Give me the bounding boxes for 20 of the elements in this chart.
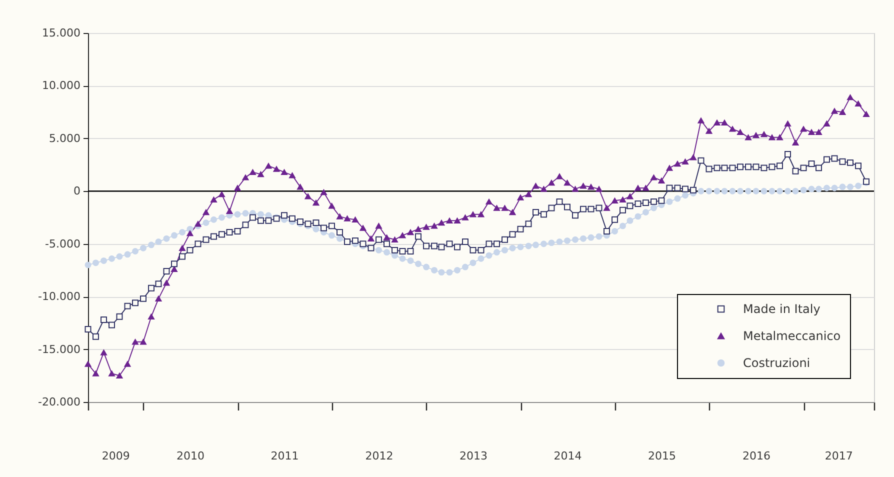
y-tick-label: -10.000 bbox=[38, 290, 80, 304]
y-tick-label: 10.000 bbox=[42, 79, 80, 92]
x-tick-label: 2016 bbox=[742, 450, 770, 462]
x-tick-label: 2017 bbox=[824, 450, 853, 462]
x-tick-label: 2010 bbox=[176, 450, 204, 462]
y-tick-label: -20.000 bbox=[38, 396, 80, 408]
y-tick-label: -5.000 bbox=[45, 237, 80, 250]
y-tick-label: 5.000 bbox=[49, 132, 80, 145]
x-tick-label: 2011 bbox=[270, 450, 299, 462]
x-tick-label: 2012 bbox=[365, 450, 394, 462]
x-tick-label: 2015 bbox=[648, 450, 676, 462]
legend-label: Made in Italy bbox=[743, 302, 820, 316]
y-tick-label: 0 bbox=[74, 184, 80, 198]
x-tick-label: 2014 bbox=[554, 450, 582, 462]
legend-label: Costruzioni bbox=[743, 356, 810, 370]
x-tick-label: 2009 bbox=[102, 450, 130, 462]
y-tick-label: 15.000 bbox=[42, 26, 80, 40]
y-tick-label: -15.000 bbox=[38, 342, 80, 356]
x-tick-label: 2013 bbox=[459, 450, 488, 462]
legend-label: Metalmeccanico bbox=[743, 329, 841, 343]
